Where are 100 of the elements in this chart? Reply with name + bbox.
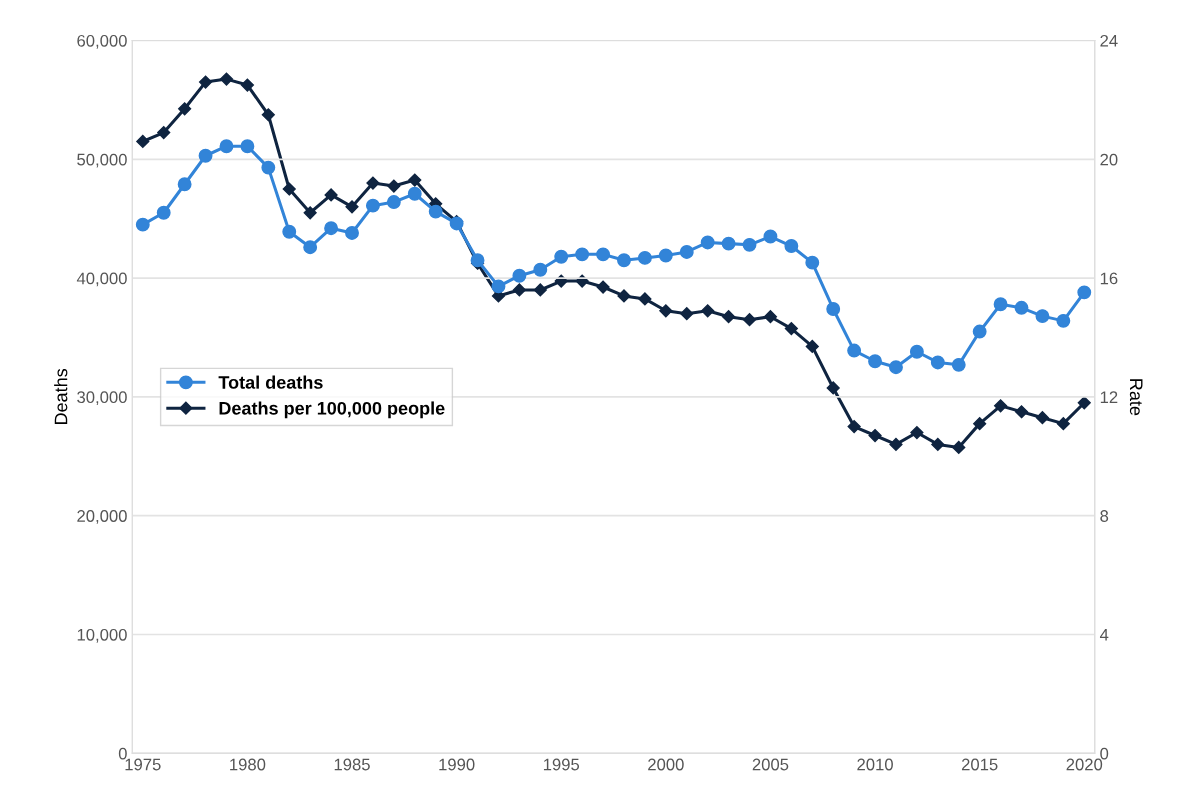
point: [365, 198, 380, 213]
point: [303, 206, 317, 220]
point: [282, 182, 296, 196]
point: [512, 268, 527, 283]
point: [387, 179, 401, 193]
point: [177, 177, 192, 192]
point: [1077, 285, 1092, 300]
point: [1035, 411, 1050, 425]
point: [408, 173, 422, 187]
point: [1035, 309, 1050, 324]
point: [868, 428, 882, 443]
point: [512, 283, 526, 297]
point: [303, 240, 318, 255]
point: [868, 354, 882, 369]
point: [993, 399, 1008, 413]
x-tick-label: 1980: [230, 758, 266, 771]
point: [178, 102, 192, 116]
point: [701, 304, 715, 318]
point: [324, 188, 338, 202]
point: [722, 310, 736, 324]
y-tick-label: 50,000: [77, 153, 127, 168]
x-tick-label: 2000: [648, 758, 684, 771]
point: [157, 125, 171, 140]
point: [386, 195, 401, 210]
point: [952, 440, 966, 454]
point: [1014, 300, 1029, 315]
point: [198, 75, 213, 89]
point: [533, 262, 548, 277]
point: [1077, 396, 1091, 410]
point: [156, 205, 171, 220]
point: [554, 249, 569, 264]
point: [826, 381, 840, 395]
point: [847, 420, 861, 434]
point: [575, 247, 590, 262]
point: [659, 304, 673, 318]
point: [889, 360, 903, 375]
point: [680, 307, 694, 321]
point: [910, 425, 924, 440]
point: [784, 239, 799, 253]
y2-tick-label: 8: [1100, 510, 1109, 522]
point: [261, 108, 275, 122]
point: [847, 343, 862, 358]
point: [909, 344, 924, 359]
point: [993, 297, 1008, 312]
point: [324, 221, 339, 236]
point: [240, 139, 255, 154]
y-tick-label: 30,000: [77, 391, 127, 406]
y2-tick-label: 20: [1100, 153, 1118, 166]
point: [658, 248, 673, 263]
point: [1056, 417, 1070, 431]
y2-tick-label: 12: [1100, 391, 1118, 403]
point: [219, 139, 234, 154]
point: [596, 280, 610, 294]
point: [742, 313, 757, 327]
point: [617, 253, 631, 268]
point: [345, 200, 359, 214]
point: [889, 437, 903, 452]
point: [617, 289, 631, 303]
point: [637, 250, 652, 265]
y-tick-label: 60,000: [77, 34, 127, 49]
y2-tick-label: 16: [1100, 272, 1118, 285]
point: [763, 229, 778, 244]
point: [407, 186, 422, 201]
point: [784, 322, 798, 336]
point: [136, 134, 150, 149]
point: [826, 302, 841, 316]
point: [533, 283, 547, 297]
point: [973, 417, 987, 431]
y2-axis-title: Rate: [1129, 379, 1143, 416]
point: [491, 279, 506, 294]
point: [638, 292, 652, 306]
point: [428, 204, 443, 219]
point: [345, 226, 359, 240]
x-tick-label: 2010: [857, 758, 893, 771]
x-tick-label: 2015: [961, 758, 998, 771]
x-tick-label: 1995: [543, 758, 580, 771]
y-axis-title: Deaths: [54, 368, 68, 425]
point: [135, 217, 150, 232]
point: [219, 72, 234, 86]
point: [805, 255, 820, 270]
point: [742, 237, 757, 252]
point: [763, 310, 778, 324]
y-tick-label: 0: [118, 747, 127, 760]
x-tick-label: 2005: [752, 758, 789, 771]
point: [972, 324, 987, 339]
point: [282, 224, 297, 239]
point: [951, 357, 966, 372]
y-tick-label: 40,000: [76, 272, 127, 287]
y-tick-label: 20,000: [77, 510, 127, 524]
y2-tick-label: 24: [1100, 34, 1118, 47]
y2-tick-label: 0: [1100, 747, 1109, 760]
legend-label: Total deaths: [218, 375, 323, 389]
y-tick-label: 10,000: [77, 628, 127, 643]
x-tick-label: 1985: [334, 758, 370, 771]
legend-label: Deaths per 100,000 people: [219, 401, 445, 419]
point: [261, 160, 276, 175]
point: [721, 236, 736, 251]
point: [366, 176, 380, 190]
point: [198, 148, 213, 163]
point: [596, 247, 611, 262]
